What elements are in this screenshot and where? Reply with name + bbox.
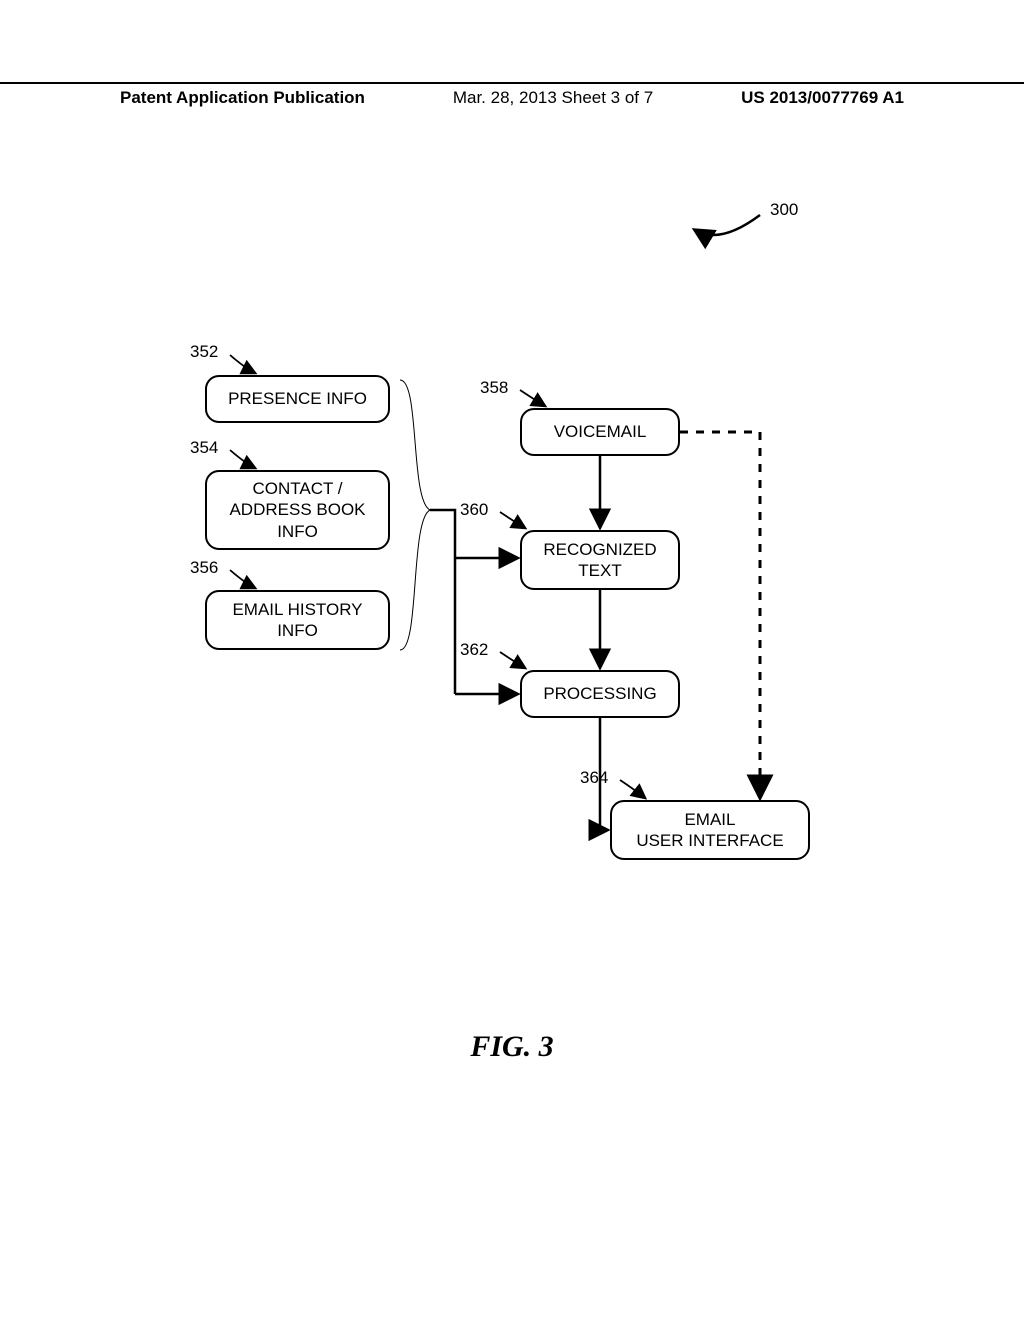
node-text: VOICEMAIL bbox=[554, 421, 647, 442]
node-recognized-text: RECOGNIZED TEXT bbox=[520, 530, 680, 590]
ref-352: 352 bbox=[190, 342, 218, 362]
node-contact-address-book: CONTACT / ADDRESS BOOK INFO bbox=[205, 470, 390, 550]
node-text: EMAIL USER INTERFACE bbox=[636, 809, 783, 852]
ref-358: 358 bbox=[480, 378, 508, 398]
node-text: CONTACT / ADDRESS BOOK INFO bbox=[229, 478, 365, 542]
header-date-sheet: Mar. 28, 2013 Sheet 3 of 7 bbox=[453, 88, 653, 108]
node-text: RECOGNIZED TEXT bbox=[543, 539, 656, 582]
figure-caption: FIG. 3 bbox=[0, 1030, 1024, 1064]
diagram-area: 300 PRESENCE INFO 352 CONTACT / ADDRESS … bbox=[120, 180, 904, 1000]
ref-360: 360 bbox=[460, 500, 488, 520]
ref-362: 362 bbox=[460, 640, 488, 660]
node-text: PRESENCE INFO bbox=[228, 388, 367, 409]
node-email-ui: EMAIL USER INTERFACE bbox=[610, 800, 810, 860]
ref-356: 356 bbox=[190, 558, 218, 578]
header-publication: Patent Application Publication bbox=[120, 88, 365, 108]
node-text: EMAIL HISTORY INFO bbox=[232, 599, 362, 642]
ref-overall: 300 bbox=[770, 200, 798, 220]
node-text: PROCESSING bbox=[543, 683, 656, 704]
page-header: Patent Application Publication Mar. 28, … bbox=[0, 82, 1024, 108]
node-voicemail: VOICEMAIL bbox=[520, 408, 680, 456]
node-processing: PROCESSING bbox=[520, 670, 680, 718]
header-pubnumber: US 2013/0077769 A1 bbox=[741, 88, 904, 108]
ref-354: 354 bbox=[190, 438, 218, 458]
page: Patent Application Publication Mar. 28, … bbox=[0, 0, 1024, 1320]
node-email-history: EMAIL HISTORY INFO bbox=[205, 590, 390, 650]
ref-364: 364 bbox=[580, 768, 608, 788]
node-presence-info: PRESENCE INFO bbox=[205, 375, 390, 423]
